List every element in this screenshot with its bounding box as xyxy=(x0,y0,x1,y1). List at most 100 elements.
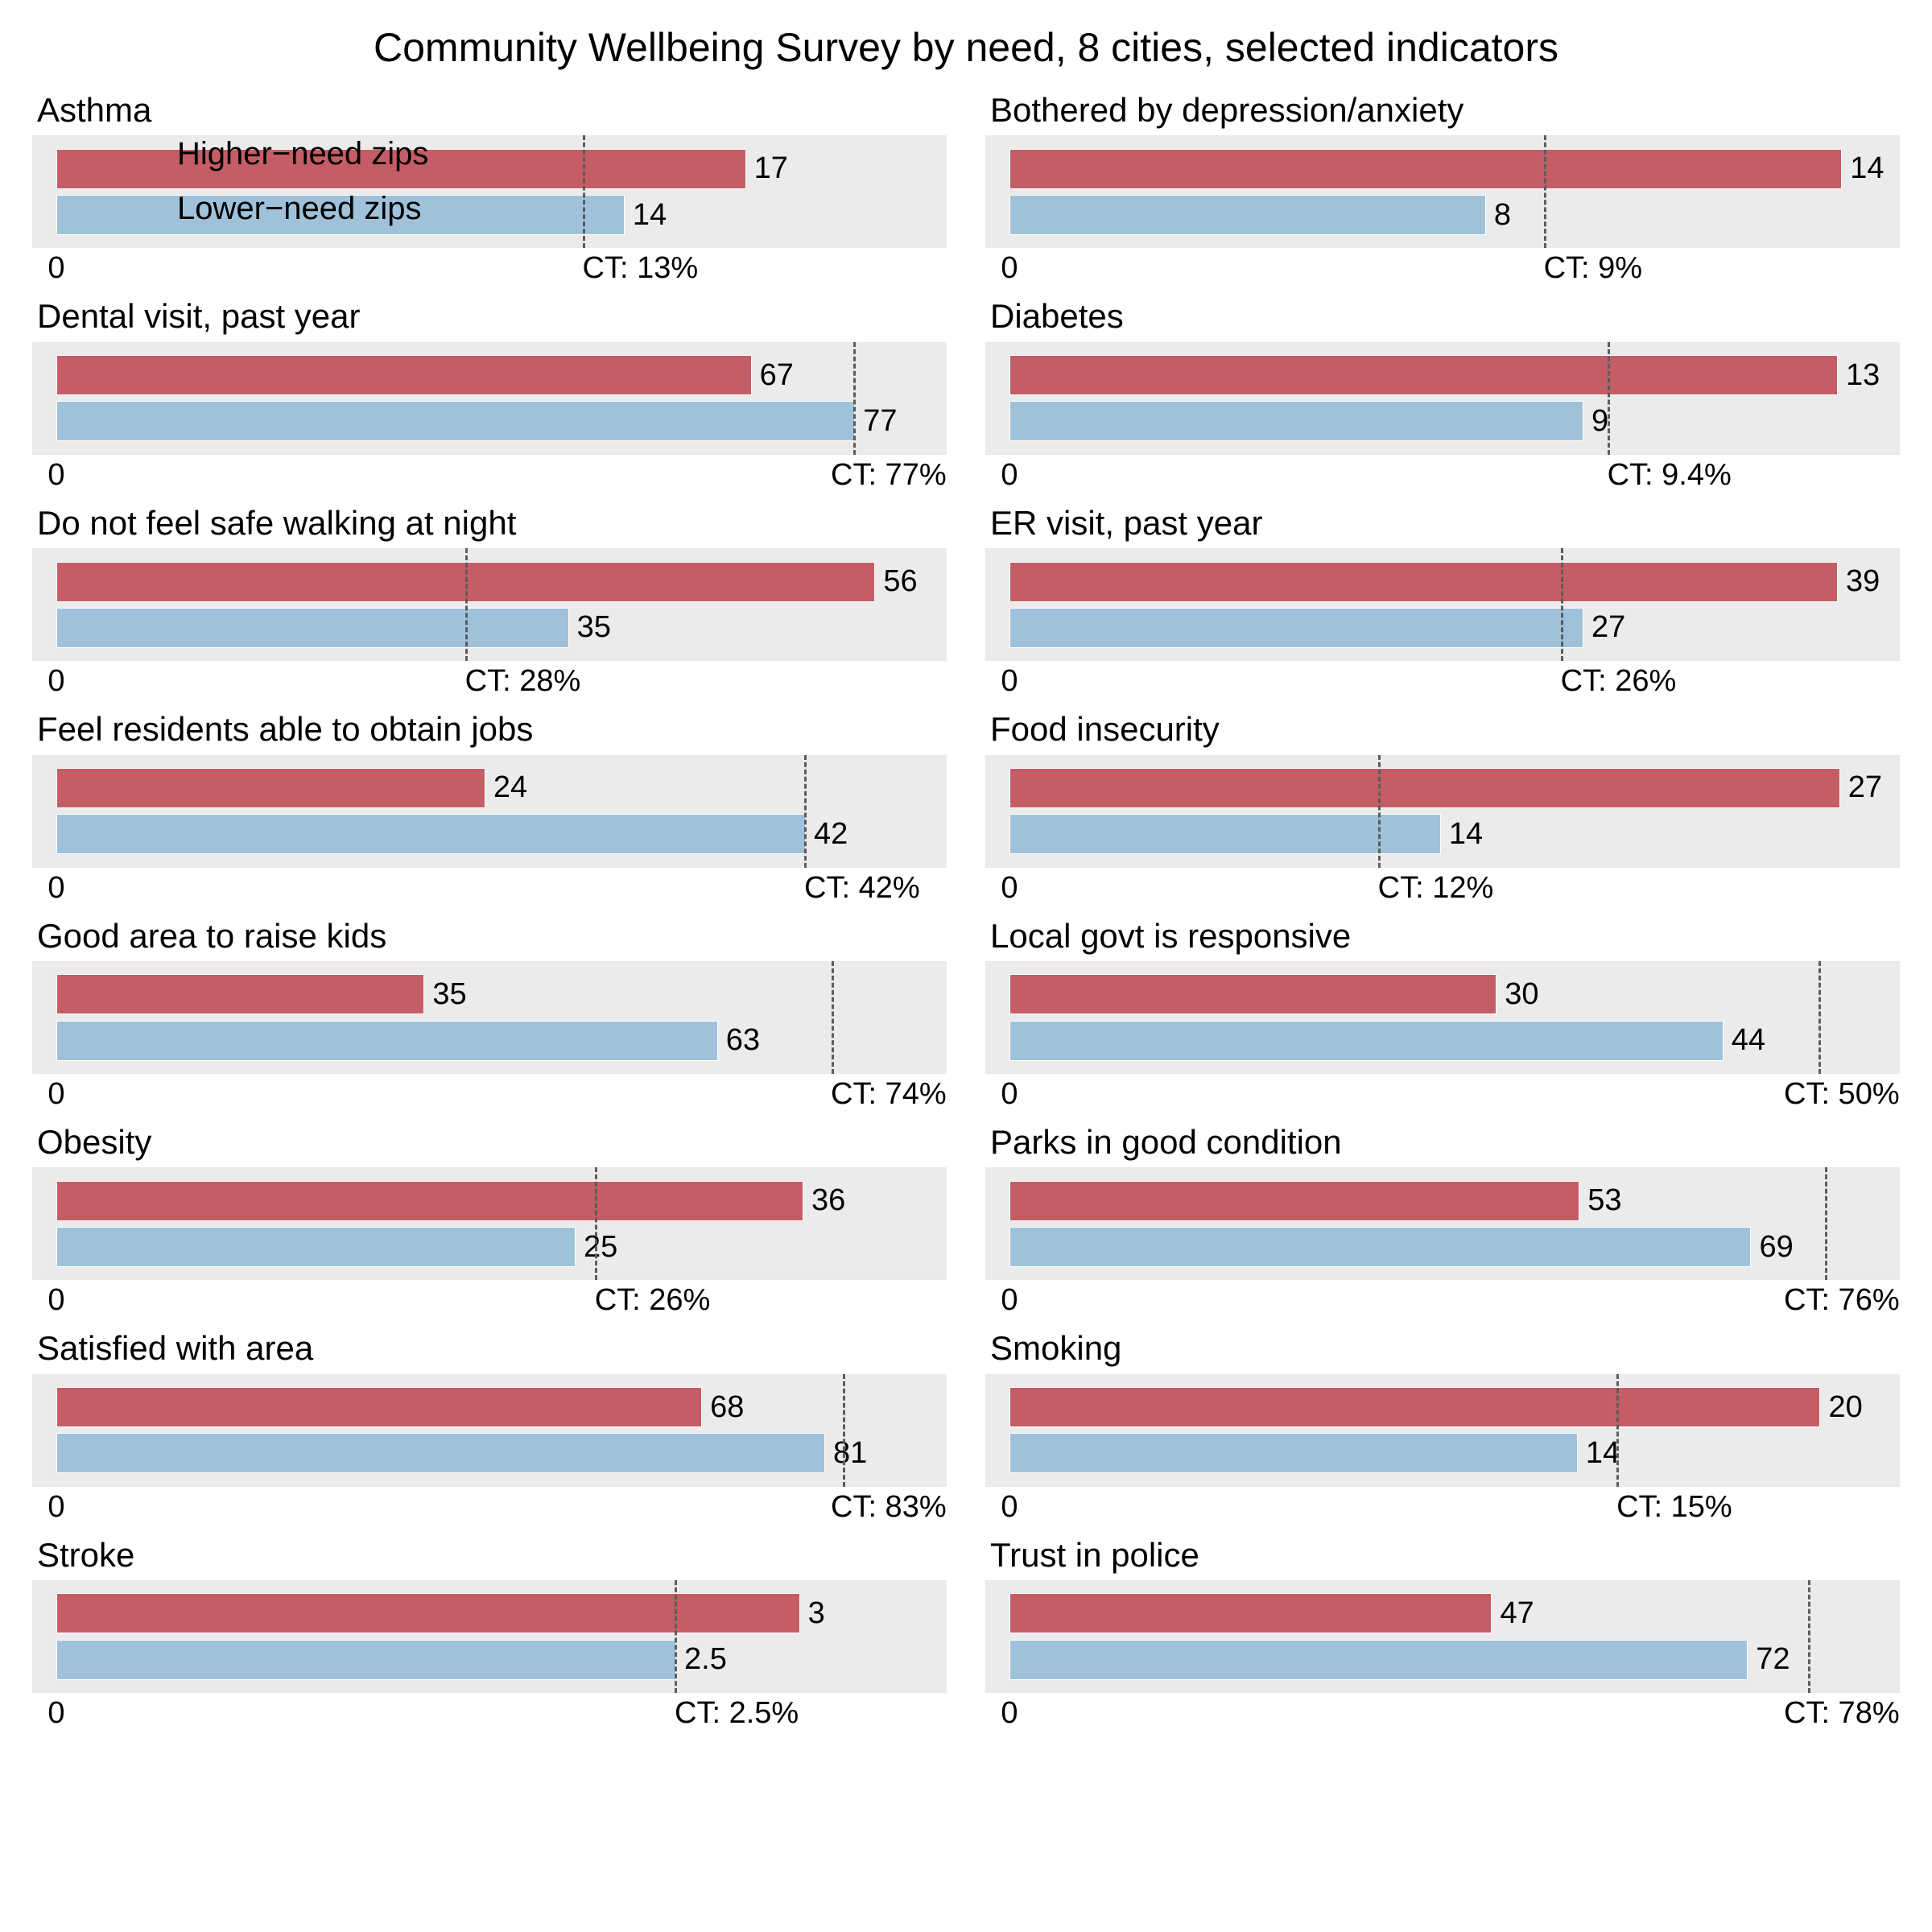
bar-pad xyxy=(985,196,1009,234)
plot-area: 24 42 xyxy=(32,755,947,868)
bar-pad xyxy=(985,356,1009,394)
axis-ct-label: CT: 76% xyxy=(1784,1283,1900,1318)
panel: Trust in police47720CT: 78% xyxy=(985,1535,1900,1733)
ct-reference-line xyxy=(1825,1167,1827,1280)
axis-zero-label: 0 xyxy=(47,458,64,493)
panel: Local govt is responsive30440CT: 50% xyxy=(985,916,1900,1114)
panel-title: Food insecurity xyxy=(990,709,1900,749)
bar-pad xyxy=(985,1594,1009,1633)
bar-higher xyxy=(1009,1387,1820,1427)
axis-ct-label: CT: 77% xyxy=(831,458,947,493)
bar-row-higher: 36 xyxy=(32,1182,947,1220)
bar-label-lower: 77 xyxy=(863,404,897,439)
panel: Obesity36250CT: 26% xyxy=(32,1122,947,1320)
bar-higher xyxy=(56,1593,800,1633)
axis: 0CT: 28% xyxy=(32,661,947,701)
axis: 0CT: 9.4% xyxy=(985,455,1900,495)
bar-label-higher: 67 xyxy=(760,358,794,393)
bar-row-higher: 56 xyxy=(32,563,947,601)
bar-pad xyxy=(32,1022,56,1060)
bar-row-lower: 9 xyxy=(985,402,1900,440)
bar-lower xyxy=(1009,1021,1724,1061)
bar-pad xyxy=(32,1434,56,1472)
bar-lower xyxy=(1009,1433,1578,1473)
bar-pad xyxy=(32,1641,56,1679)
axis-zero-label: 0 xyxy=(1001,871,1018,906)
bar-row-lower: 14 xyxy=(32,196,947,234)
bar-label-higher: 56 xyxy=(883,564,917,599)
bar-higher xyxy=(56,355,752,395)
bar-lower xyxy=(56,1433,825,1473)
ct-reference-line xyxy=(465,548,468,661)
bar-label-higher: 24 xyxy=(493,770,527,805)
bar-row-higher: 39 xyxy=(985,563,1900,601)
bar-row-lower: 42 xyxy=(32,815,947,853)
axis-zero-label: 0 xyxy=(47,871,64,906)
ct-reference-line xyxy=(1608,342,1610,455)
bar-pad xyxy=(32,563,56,601)
bar-higher xyxy=(1009,149,1842,189)
axis-ct-label: CT: 26% xyxy=(1561,664,1677,699)
bar-row-higher: 68 xyxy=(32,1388,947,1426)
panel: Food insecurity27140CT: 12% xyxy=(985,709,1900,907)
panel: Stroke32.50CT: 2.5% xyxy=(32,1535,947,1733)
bar-pad xyxy=(32,1594,56,1633)
bar-label-higher: 17 xyxy=(754,151,788,186)
axis-zero-label: 0 xyxy=(1001,1283,1018,1318)
bar-label-lower: 14 xyxy=(1449,817,1483,852)
axis: 0 CT: 42% xyxy=(32,868,947,908)
bar-label-lower: 81 xyxy=(833,1436,867,1471)
bar-pad xyxy=(32,196,56,234)
bar-pad xyxy=(985,769,1009,807)
bar-higher xyxy=(1009,974,1496,1014)
axis-ct-label: CT: 83% xyxy=(831,1490,947,1525)
bar-pad xyxy=(985,975,1009,1013)
axis-ct-label: CT: 26% xyxy=(595,1283,711,1318)
bar-lower xyxy=(1009,1640,1748,1680)
panel-title: Do not feel safe walking at night xyxy=(37,503,947,543)
panel-title: Feel residents able to obtain jobs xyxy=(37,709,947,749)
bar-row-higher: 27 xyxy=(985,769,1900,807)
bar-label-higher: 39 xyxy=(1846,564,1880,599)
axis-ct-label: CT: 42% xyxy=(804,871,920,906)
axis-zero-label: 0 xyxy=(47,1077,64,1112)
bar-lower xyxy=(1009,195,1486,235)
plot-area: 3625 xyxy=(32,1167,947,1280)
plot-area: 14 8 xyxy=(985,135,1900,248)
axis-zero-label: 0 xyxy=(47,251,64,286)
bar-higher xyxy=(56,768,485,808)
panel-title: Parks in good condition xyxy=(990,1122,1900,1162)
plot-area: 2714 xyxy=(985,755,1900,868)
bar-higher xyxy=(56,1181,803,1221)
panel-title: Trust in police xyxy=(990,1535,1900,1575)
bar-higher xyxy=(1009,562,1838,602)
axis-zero-label: 0 xyxy=(1001,251,1018,286)
panel: Diabetes1390CT: 9.4% xyxy=(985,296,1900,494)
bar-label-higher: 14 xyxy=(1850,151,1884,186)
axis: 0CT: 15% xyxy=(985,1487,1900,1527)
plot-area: 32.5 xyxy=(32,1580,947,1693)
bar-row-higher: 30 xyxy=(985,975,1900,1013)
bar-label-lower: 8 xyxy=(1494,198,1511,233)
axis: 0CT: 13% xyxy=(32,248,947,288)
bar-lower xyxy=(56,814,806,854)
axis: 0 CT: 76% xyxy=(985,1280,1900,1320)
bar-pad xyxy=(985,1641,1009,1679)
axis-ct-label: CT: 78% xyxy=(1784,1696,1900,1731)
axis-zero-label: 0 xyxy=(47,664,64,699)
bar-lower xyxy=(1009,814,1441,854)
plot-area: 3927 xyxy=(985,548,1900,661)
bar-label-lower: 42 xyxy=(814,817,848,852)
bar-row-lower: 81 xyxy=(32,1434,947,1472)
bar-pad xyxy=(32,769,56,807)
panel: Satisfied with area68810CT: 83% xyxy=(32,1328,947,1526)
bar-label-lower: 35 xyxy=(577,610,611,645)
ct-reference-line xyxy=(1616,1374,1619,1487)
bar-label-lower: 14 xyxy=(1586,1436,1620,1471)
bar-pad xyxy=(985,402,1009,440)
bar-lower xyxy=(1009,1227,1751,1267)
plot-area: 1714 xyxy=(32,135,947,248)
bar-lower xyxy=(56,1021,718,1061)
axis-ct-label: CT: 9% xyxy=(1544,251,1642,286)
bar-lower xyxy=(56,608,569,648)
